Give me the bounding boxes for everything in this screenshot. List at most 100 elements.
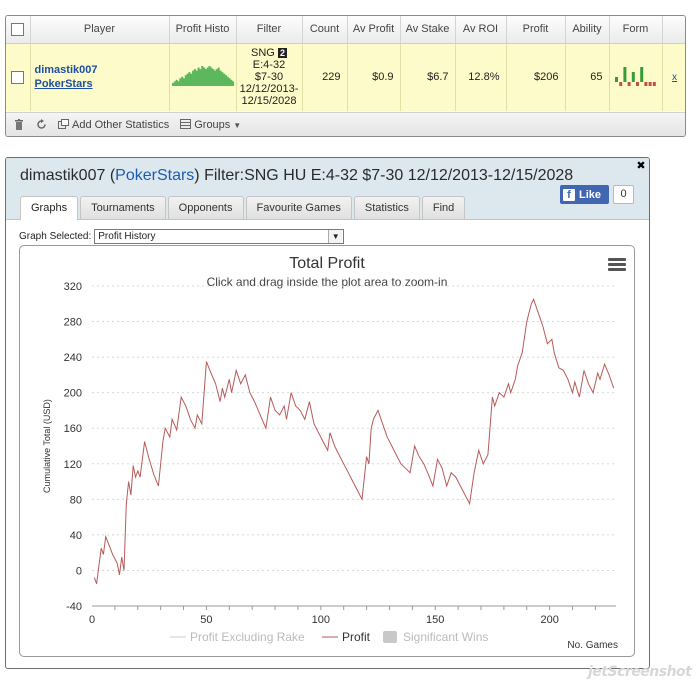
panel-tabs: Graphs Tournaments Opponents Favourite G… <box>20 196 466 220</box>
form-bar <box>618 81 622 86</box>
header-count[interactable]: Count <box>302 16 348 44</box>
tab-graphs[interactable]: Graphs <box>20 196 79 220</box>
header-select-all[interactable] <box>6 16 31 44</box>
y-tick-label: 200 <box>64 388 82 400</box>
legend-profit-excluding-rake[interactable]: Profit Excluding Rake <box>190 630 305 644</box>
histo-bar <box>189 73 192 86</box>
heads-up-badge: 2 <box>277 48 287 59</box>
panel-title-site[interactable]: PokerStars <box>115 167 195 184</box>
y-tick-label: 80 <box>70 494 82 506</box>
histo-bar <box>209 67 212 86</box>
form-cell <box>609 43 663 111</box>
filter-line-5: 12/15/2028 <box>241 95 297 108</box>
form-bar <box>622 66 626 82</box>
graph-select-row: Graph Selected: Profit History ▼ <box>19 229 345 244</box>
header-av-roi[interactable]: Av ROI <box>455 16 507 44</box>
header-av-profit[interactable]: Av Profit <box>347 16 401 44</box>
y-tick-label: -40 <box>66 601 82 613</box>
x-tick-label: 0 <box>89 614 95 626</box>
chart-svg[interactable]: 320 280 240 200 160 120 80 40 0 -40 0 50 100 150 200 Cu… <box>20 246 634 656</box>
histo-bar <box>207 65 211 86</box>
filter-line-2: E:4-32 <box>252 59 286 72</box>
histo-bar <box>186 73 189 86</box>
form-bar <box>639 66 643 82</box>
y-tick-label: 0 <box>76 565 82 577</box>
histo-bar <box>218 70 222 86</box>
histo-bar <box>175 79 178 86</box>
tab-favourite-games[interactable]: Favourite Games <box>245 196 352 219</box>
y-tick-label: 160 <box>64 423 82 435</box>
histo-bar <box>171 82 174 86</box>
histo-bar <box>220 71 223 86</box>
groups-dropdown[interactable]: Groups ▼ <box>179 119 241 131</box>
refresh-icon[interactable] <box>35 119 47 131</box>
select-all-checkbox[interactable] <box>11 22 25 36</box>
player-stats-table: Player Profit Histo Filter Count Av Prof… <box>6 16 685 111</box>
profit-histogram <box>171 65 234 86</box>
form-bar <box>627 81 631 86</box>
histo-bar <box>178 78 181 86</box>
groups-icon <box>179 119 191 131</box>
chart-title: Total Profit <box>289 255 365 272</box>
histo-bar <box>204 68 207 86</box>
add-window-icon <box>57 119 69 131</box>
tab-tournaments[interactable]: Tournaments <box>80 196 166 219</box>
chevron-down-icon: ▼ <box>328 230 343 243</box>
panel-title: dimastik007 (PokerStars) Filter:SNG HU E… <box>20 167 574 184</box>
histo-bar <box>211 68 214 86</box>
remove-row-link[interactable]: x <box>672 72 677 84</box>
histo-bar <box>173 81 176 86</box>
filter-line-3: $7-30 <box>254 71 284 84</box>
profit-chart[interactable]: Total Profit Click and drag inside the p… <box>19 245 635 657</box>
histo-bar <box>224 74 227 86</box>
player-detail-panel: dimastik007 (PokerStars) Filter:SNG HU E… <box>5 157 650 669</box>
table-toolbar: Add Other Statistics Groups ▼ <box>6 112 685 136</box>
header-filter[interactable]: Filter <box>236 16 303 44</box>
chevron-down-icon: ▼ <box>233 120 242 130</box>
player-site-link[interactable]: PokerStars <box>34 78 93 91</box>
table-row[interactable]: dimastik007 PokerStars SNG 2 E:4-32 $7-3… <box>6 43 685 111</box>
add-other-statistics-label: Add Other Statistics <box>72 119 170 131</box>
add-other-statistics-button[interactable]: Add Other Statistics <box>57 119 169 131</box>
header-profit[interactable]: Profit <box>506 16 566 44</box>
trash-icon[interactable] <box>13 119 25 131</box>
header-ability[interactable]: Ability <box>565 16 610 44</box>
histo-bar <box>215 68 218 86</box>
profit-series-line[interactable] <box>93 298 615 584</box>
histo-bar <box>229 79 232 86</box>
legend-significant-wins[interactable]: Significant Wins <box>403 630 488 644</box>
player-name-link[interactable]: dimastik007 <box>34 64 98 77</box>
histo-bar <box>191 70 194 86</box>
row-select-cell[interactable] <box>6 43 31 111</box>
graph-select-dropdown[interactable]: Profit History ▼ <box>94 229 345 244</box>
histo-bar <box>200 65 203 86</box>
header-player[interactable]: Player <box>30 16 170 44</box>
x-tick-label: 50 <box>200 614 212 626</box>
facebook-like-button[interactable]: f Like <box>560 185 609 204</box>
facebook-icon: f <box>563 188 575 201</box>
facebook-like-count: 0 <box>613 185 634 204</box>
table-header-row: Player Profit Histo Filter Count Av Prof… <box>6 16 685 44</box>
tab-opponents[interactable]: Opponents <box>167 196 244 219</box>
histo-bar <box>217 67 220 86</box>
y-tick-label: 240 <box>64 352 82 364</box>
header-profit-histo[interactable]: Profit Histo <box>169 16 237 44</box>
profit-histo-cell <box>169 43 237 111</box>
x-axis-title: No. Games <box>567 640 618 651</box>
form-bar <box>648 81 652 86</box>
histo-bar <box>180 76 183 86</box>
tab-find[interactable]: Find <box>421 196 466 219</box>
filter-cell: SNG 2 E:4-32 $7-30 12/12/2013- 12/15/202… <box>236 43 303 111</box>
chart-menu-icon[interactable] <box>608 258 626 272</box>
form-bar <box>635 81 639 86</box>
histo-bar <box>193 68 196 86</box>
close-icon[interactable]: ✖ <box>636 160 646 172</box>
row-checkbox[interactable] <box>11 70 25 84</box>
header-av-stake[interactable]: Av Stake <box>400 16 456 44</box>
form-bar <box>614 76 618 82</box>
tab-statistics[interactable]: Statistics <box>353 196 420 219</box>
profit-value: $206 <box>506 43 566 111</box>
y-tick-label: 280 <box>64 317 82 329</box>
legend-profit[interactable]: Profit <box>342 630 371 644</box>
header-form[interactable]: Form <box>609 16 663 44</box>
